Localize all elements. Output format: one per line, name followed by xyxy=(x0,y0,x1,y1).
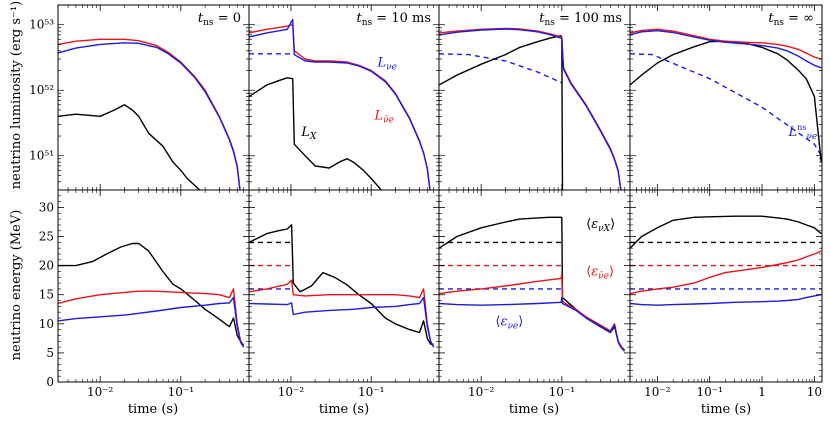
panel-title: tns = 10 ms xyxy=(357,11,432,28)
series-label: Lnsνe xyxy=(787,123,817,142)
xlabel-panel-2: time (s) xyxy=(319,402,369,417)
series-line-l-x xyxy=(249,77,382,190)
series-line-e-nue xyxy=(58,296,245,348)
axes-frame xyxy=(629,4,823,191)
y-tick-label: 25 xyxy=(39,230,54,244)
series-label: Lνe xyxy=(377,56,397,73)
x-tick-label: 10⁻² xyxy=(278,385,305,399)
series-label: ⟨ενe⟩ xyxy=(495,315,523,332)
series-line-l-anue xyxy=(630,28,822,60)
series-line-l-nue xyxy=(58,42,241,190)
series-line-l-nue xyxy=(630,30,822,69)
axes-frame xyxy=(57,4,250,191)
y-tick-label: 5 xyxy=(46,346,54,360)
y-tick-label: 15 xyxy=(39,288,54,302)
panel-title: tns = 0 xyxy=(198,11,241,28)
series-line-l-nue xyxy=(249,18,431,190)
series-line-l-x xyxy=(630,40,822,163)
panel-bottom-2: 10⁻² 10⁻¹ xyxy=(248,189,440,399)
series-line-e-x xyxy=(249,224,434,345)
axes-frame xyxy=(629,189,823,383)
series-line-e-nue xyxy=(630,294,822,306)
series-line-l-ns xyxy=(630,53,822,157)
panel-title: tns = ∞ xyxy=(768,11,814,28)
panel-bottom-4: 10⁻² 10⁻¹ 1 10 xyxy=(629,189,823,399)
y-tick-label: 30 xyxy=(39,200,54,214)
series-label: Lν̄e xyxy=(374,108,394,125)
ylabel-energy: neutrino energy (MeV) xyxy=(9,210,24,361)
y-tick-label: 10⁵¹ xyxy=(29,149,54,163)
series-line-e-x xyxy=(630,215,822,249)
x-tick-label: 10⁻² xyxy=(87,385,114,399)
panel-top-4: tns = ∞ Lnsνe xyxy=(629,4,823,191)
x-tick-label: 1 xyxy=(758,385,766,399)
series-line-e-nue xyxy=(249,296,435,348)
y-tick-label: 0 xyxy=(46,375,54,389)
series-line-e-nue xyxy=(439,296,626,352)
panel-top-3: tns = 100 ms xyxy=(438,4,631,191)
axes-frame xyxy=(57,189,250,383)
x-tick-label: 10⁻¹ xyxy=(549,385,575,399)
series-line-l-x xyxy=(58,104,201,190)
x-tick-label: 10⁻¹ xyxy=(696,385,722,399)
axes-frame xyxy=(248,4,440,191)
axes-frame xyxy=(438,4,631,191)
panel-bottom-3: 10⁻² 10⁻¹ ⟨ενX⟩ ⟨εν̄e⟩ ⟨ενe⟩ xyxy=(438,189,631,399)
series-line-e-anue xyxy=(630,250,822,295)
xlabel-panel-1: time (s) xyxy=(128,402,178,417)
series-line-e-anue xyxy=(249,279,435,348)
x-tick-label: 10⁻² xyxy=(644,385,671,399)
series-line-l-anue xyxy=(58,38,241,190)
series-line-e-x xyxy=(439,216,626,351)
series-label: ⟨ενX⟩ xyxy=(586,217,615,234)
series-line-l-x xyxy=(439,35,564,190)
y-tick-label: 10⁵² xyxy=(29,83,54,97)
panel-title: tns = 100 ms xyxy=(539,11,622,28)
x-tick-label: 10⁻¹ xyxy=(168,385,194,399)
xlabel-panel-3: time (s) xyxy=(509,402,559,417)
series-line-e-x xyxy=(58,242,245,346)
panel-top-2: tns = 10 ms Lνe Lν̄e LX xyxy=(248,4,440,191)
x-tick-label: 10⁻² xyxy=(468,385,495,399)
panel-top-1: 10⁵¹ 10⁵² 10⁵³ tns = 0 xyxy=(29,4,250,191)
series-line-l-anue xyxy=(249,24,431,190)
series-line-l-anue xyxy=(439,27,622,190)
ylabel-luminosity: neutrino luminosity (erg s⁻¹) xyxy=(9,1,24,189)
panel-bottom-1: 10⁻² 10⁻¹ 0 5 10 15 20 25 30 xyxy=(39,189,250,399)
x-tick-label: 10⁻¹ xyxy=(358,385,384,399)
xlabel-panel-4: time (s) xyxy=(701,402,751,417)
y-tick-label: 20 xyxy=(39,259,54,273)
series-line-l-ns xyxy=(439,53,563,84)
series-line-e-anue xyxy=(439,273,626,351)
series-label: ⟨εν̄e⟩ xyxy=(586,265,614,282)
x-tick-label: 10 xyxy=(807,385,822,399)
series-label: LX xyxy=(300,125,317,142)
y-tick-label: 10 xyxy=(39,317,54,331)
series-line-l-nue xyxy=(439,28,622,190)
y-tick-label: 10⁵³ xyxy=(29,18,54,32)
